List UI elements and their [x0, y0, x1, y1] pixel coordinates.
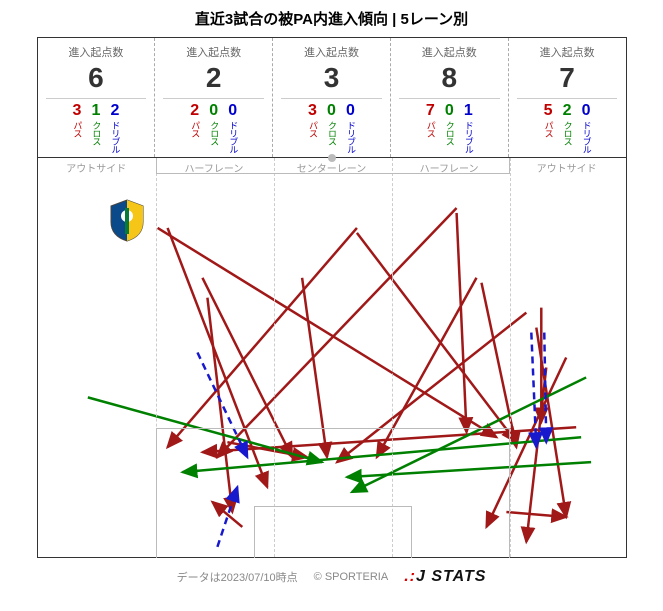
lane-name: アウトサイド [38, 160, 156, 175]
lane-sub-row: 7 パス 0 クロス 1 ドリブル [393, 103, 506, 153]
lane-header-label: 進入起点数 [511, 44, 624, 60]
sub-value: 0 [228, 103, 237, 119]
sub-value: 2 [110, 103, 119, 119]
lane-sub-row: 3 パス 1 クロス 2 ドリブル [40, 103, 153, 153]
lane-sub-row: 5 パス 2 クロス 0 ドリブル [511, 103, 624, 153]
lane-header-label: 進入起点数 [40, 44, 153, 60]
brand-logo: .:J STATS [404, 568, 486, 586]
team-logo [108, 198, 146, 242]
sub-label: クロス [209, 121, 218, 145]
dribble-arrow [531, 333, 536, 448]
sub-value: 0 [327, 103, 336, 119]
sub-label: パス [426, 121, 435, 137]
lane-sub: 2 ドリブル [110, 103, 119, 153]
pass-arrow [157, 228, 496, 437]
sub-value: 0 [346, 103, 355, 119]
lane-sub: 5 パス [544, 103, 553, 153]
lane-sub: 0 ドリブル [228, 103, 237, 153]
sub-value: 5 [544, 103, 553, 119]
pass-arrow [456, 213, 466, 432]
sub-label: ドリブル [582, 121, 591, 153]
pass-arrow [217, 208, 456, 457]
sub-label: クロス [563, 121, 572, 145]
sub-value: 1 [464, 103, 473, 119]
lane-total: 6 [40, 62, 153, 94]
sub-label: パス [308, 121, 317, 137]
penalty-box-top [156, 158, 510, 174]
lane-sub: 1 ドリブル [464, 103, 473, 153]
lane-divider [510, 158, 511, 557]
lane-sub: 0 ドリブル [582, 103, 591, 153]
lane-column: 進入起点数 8 7 パス 0 クロス 1 ドリブル [391, 38, 509, 157]
chart-container: 直近3試合の被PA内進入傾向 | 5レーン別 進入起点数 6 3 パス 1 クロ… [0, 0, 663, 611]
data-note: データは2023/07/10時点 [177, 569, 298, 585]
pass-arrow [356, 233, 515, 442]
sub-label: クロス [445, 121, 454, 145]
lane-sub: 1 クロス [91, 103, 100, 153]
lane-stats-header: 進入起点数 6 3 パス 1 クロス 2 ドリブル 進入起点数 2 [37, 37, 627, 158]
pass-arrow [481, 283, 516, 447]
footer: データは2023/07/10時点 © SPORTERIA .:J STATS [0, 568, 663, 586]
brand-text: J STATS [416, 568, 486, 585]
sub-value: 3 [308, 103, 317, 119]
sub-label: パス [544, 121, 553, 137]
lane-total: 8 [393, 62, 506, 94]
lane-sub: 3 パス [72, 103, 81, 153]
lane-sub: 0 ドリブル [346, 103, 355, 153]
dribble-arrow [544, 333, 546, 443]
sub-value: 2 [563, 103, 572, 119]
sub-value: 0 [209, 103, 218, 119]
pitch-diagram: アウトサイドハーフレーンセンターレーンハーフレーンアウトサイド [37, 158, 627, 558]
six-yard-box [254, 506, 412, 558]
lane-column: 進入起点数 7 5 パス 2 クロス 0 ドリブル [509, 38, 626, 157]
lane-sub: 2 クロス [563, 103, 572, 153]
lane-column: 進入起点数 2 2 パス 0 クロス 0 ドリブル [155, 38, 273, 157]
sub-value: 0 [582, 103, 591, 119]
pass-arrow [167, 228, 356, 447]
chart-title: 直近3試合の被PA内進入傾向 | 5レーン別 [0, 0, 663, 29]
lane-column: 進入起点数 6 3 パス 1 クロス 2 ドリブル [38, 38, 156, 157]
sub-label: ドリブル [346, 121, 355, 153]
pass-arrow [506, 512, 566, 517]
sub-label: ドリブル [228, 121, 237, 153]
brand-red: .: [404, 568, 416, 585]
lane-header-label: 進入起点数 [157, 44, 270, 60]
sub-label: クロス [91, 121, 100, 145]
sub-value: 0 [445, 103, 454, 119]
sub-value: 3 [72, 103, 81, 119]
lane-total: 7 [511, 62, 624, 94]
lane-sub: 2 パス [190, 103, 199, 153]
lane-name: アウトサイド [508, 160, 626, 175]
copyright: © SPORTERIA [314, 571, 389, 583]
sub-label: ドリブル [464, 121, 473, 153]
lane-total: 2 [157, 62, 270, 94]
sub-value: 7 [426, 103, 435, 119]
pass-arrow [526, 367, 546, 541]
sub-label: パス [190, 121, 199, 137]
pass-arrow [536, 328, 566, 517]
lane-sub-row: 2 パス 0 クロス 0 ドリブル [157, 103, 270, 153]
sub-value: 1 [91, 103, 100, 119]
lane-sub: 7 パス [426, 103, 435, 153]
lane-sub: 0 クロス [327, 103, 336, 153]
lane-header-label: 進入起点数 [393, 44, 506, 60]
lane-sub-row: 3 パス 0 クロス 0 ドリブル [275, 103, 388, 153]
lane-sub: 3 パス [308, 103, 317, 153]
sub-label: パス [72, 121, 81, 137]
lane-sub: 0 クロス [209, 103, 218, 153]
lane-total: 3 [275, 62, 388, 94]
lane-header-label: 進入起点数 [275, 44, 388, 60]
lane-column: 進入起点数 3 3 パス 0 クロス 0 ドリブル [273, 38, 391, 157]
sub-label: クロス [327, 121, 336, 145]
lane-sub: 0 クロス [445, 103, 454, 153]
sub-value: 2 [190, 103, 199, 119]
sub-label: ドリブル [110, 121, 119, 153]
